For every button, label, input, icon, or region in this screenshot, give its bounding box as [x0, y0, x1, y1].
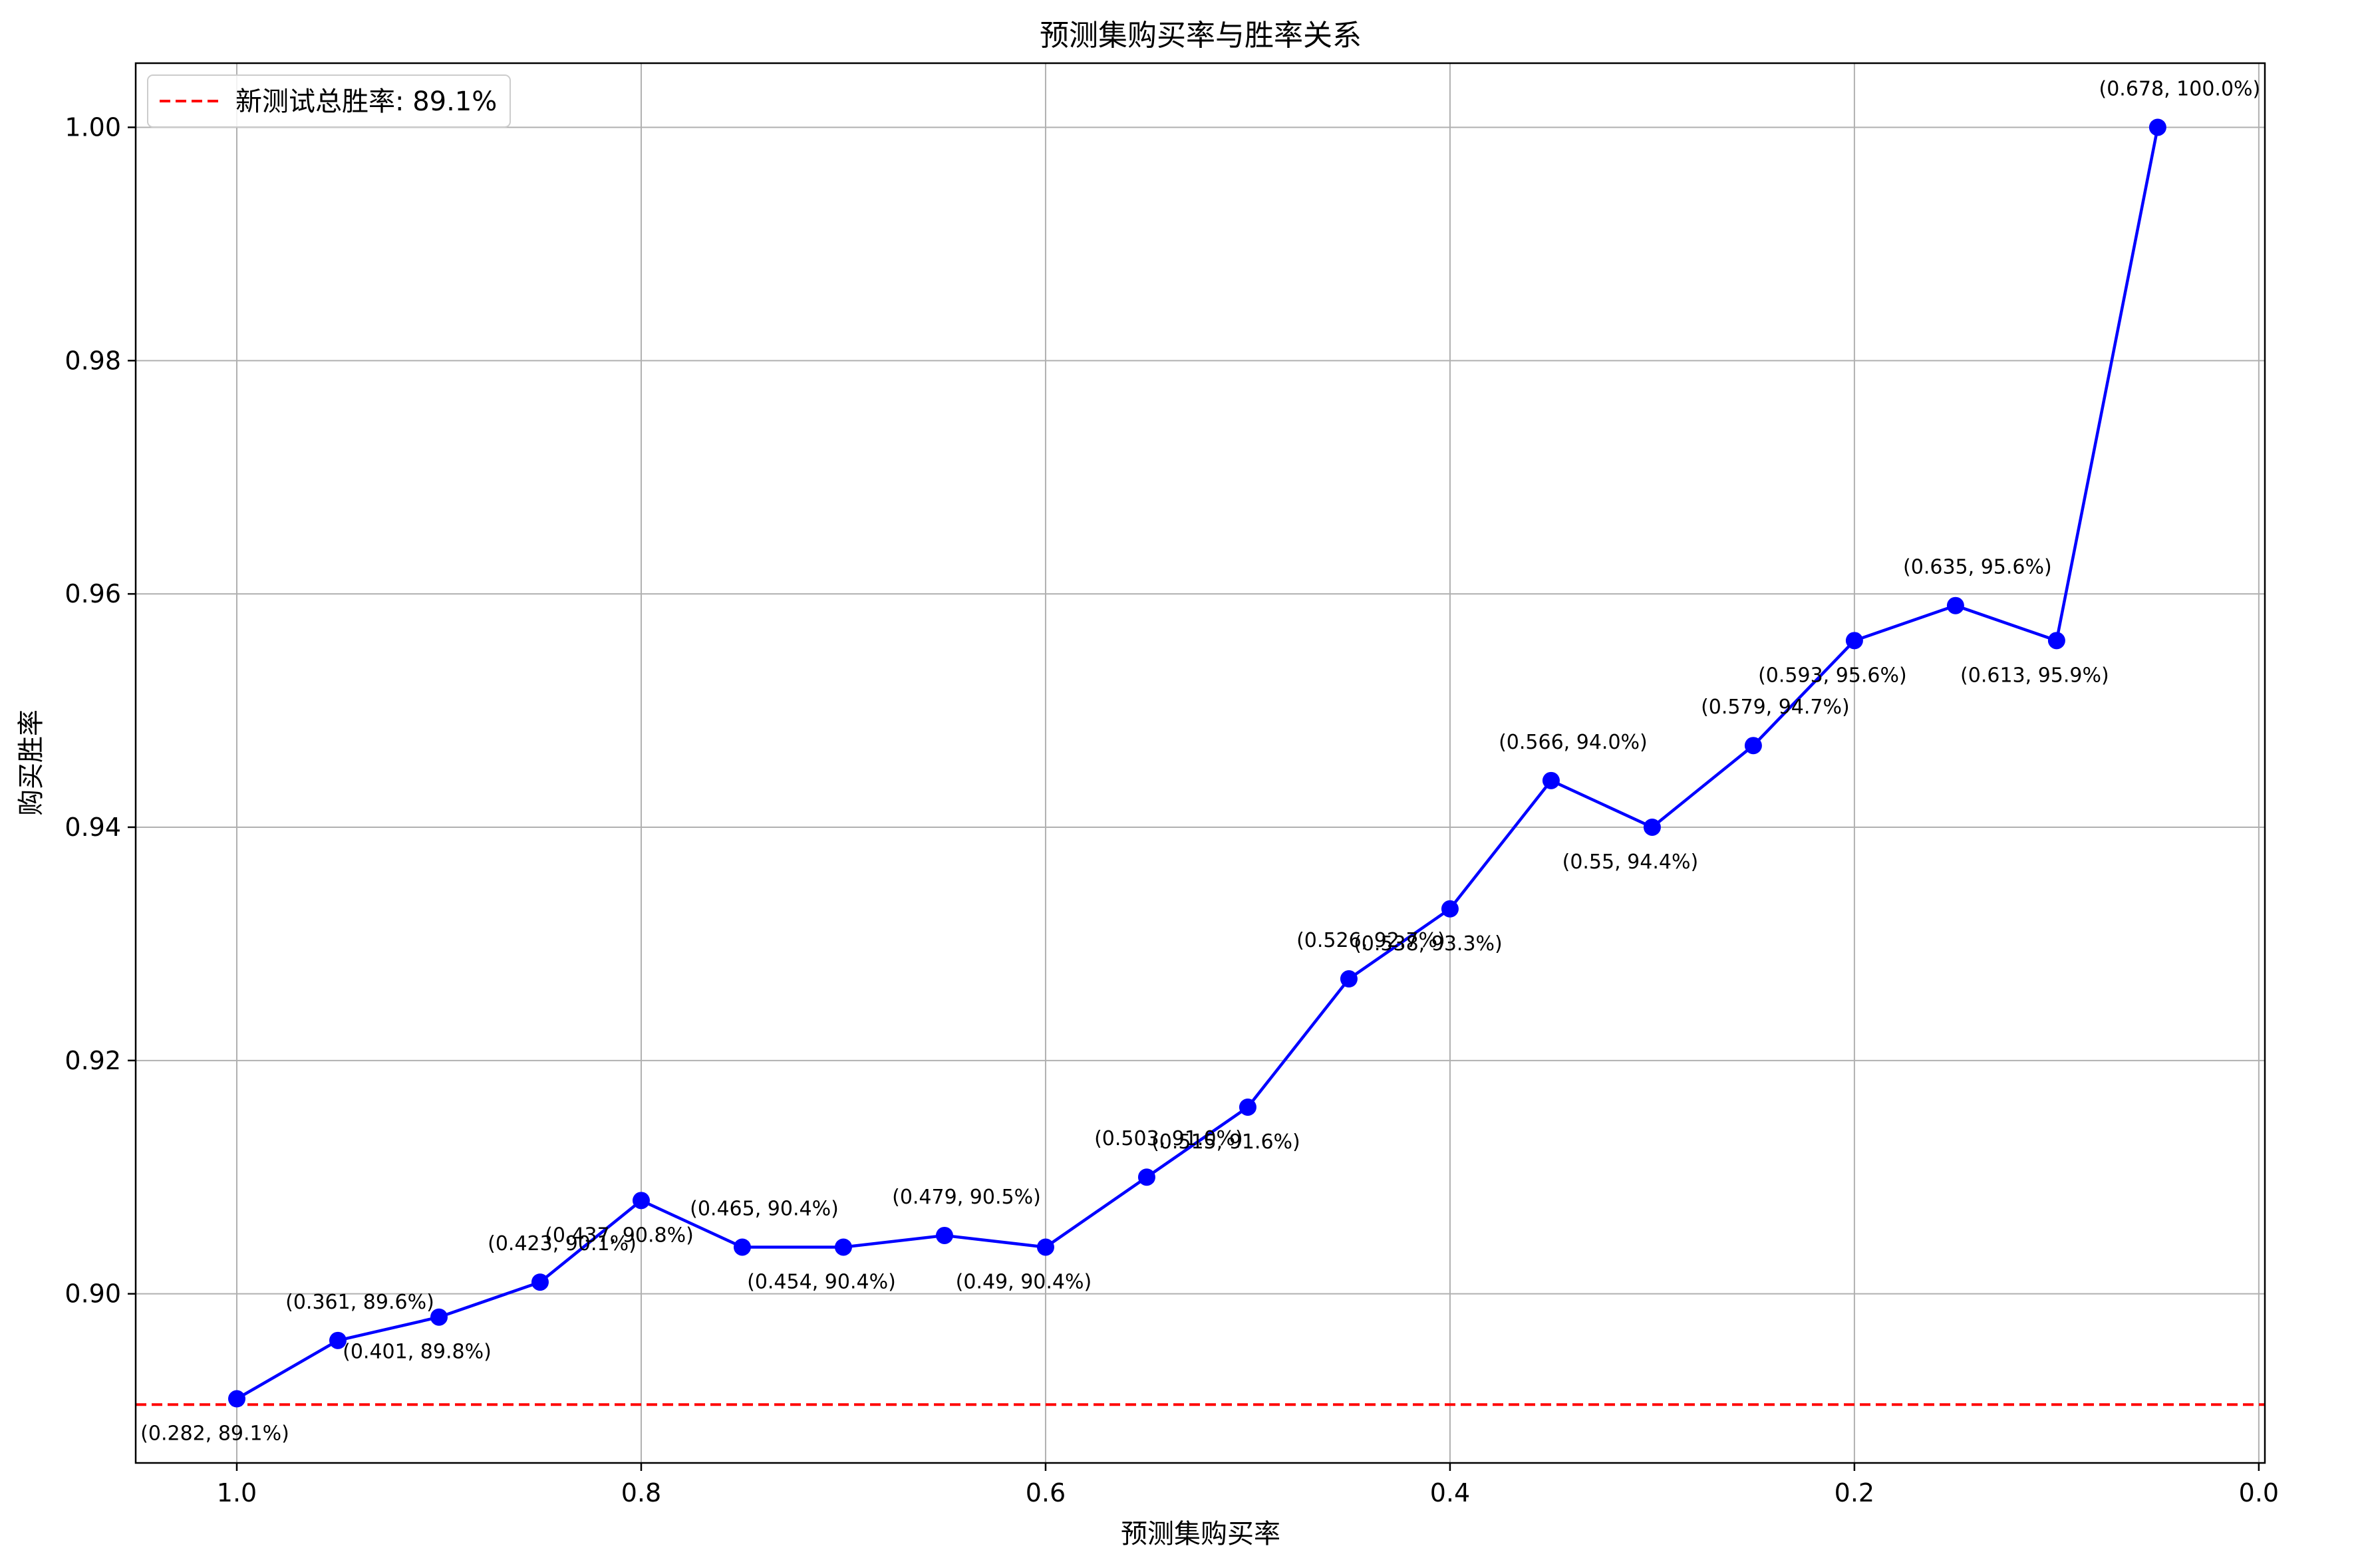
- x-tick-label: 0.4: [1430, 1478, 1470, 1507]
- x-axis-label: 预测集购买率: [1121, 1519, 1280, 1549]
- data-point: [1542, 771, 1560, 789]
- series-line: [235, 127, 2160, 1400]
- y-axis-ticks: 0.90 0.92 0.94 0.96 0.98 1.00: [65, 112, 136, 1309]
- x-tick-label: 0.6: [1026, 1478, 1066, 1507]
- plot-area-frame: [134, 62, 2266, 1464]
- grid-layer: [136, 63, 2265, 1463]
- data-point: [2047, 632, 2065, 650]
- data-point: [2148, 118, 2166, 136]
- data-label: (0.401, 89.8%): [343, 1341, 492, 1364]
- data-point: [430, 1308, 448, 1326]
- data-point: [531, 1273, 549, 1291]
- data-point: [834, 1238, 852, 1256]
- legend: 新测试总胜率: 89.1%: [147, 74, 511, 128]
- data-point: [1643, 818, 1661, 836]
- data-point: [1036, 1238, 1054, 1256]
- data-label: (0.437, 90.8%): [545, 1224, 694, 1247]
- data-point: [227, 1390, 245, 1408]
- data-point: [329, 1331, 347, 1349]
- data-label: (0.613, 95.9%): [1960, 664, 2109, 687]
- x-tick-label: 0.8: [621, 1478, 661, 1507]
- data-point: [632, 1192, 650, 1210]
- data-label: (0.49, 90.4%): [956, 1270, 1092, 1293]
- y-tick-label: 0.92: [65, 1046, 121, 1075]
- data-label: (0.465, 90.4%): [690, 1197, 839, 1220]
- y-tick-label: 0.90: [65, 1279, 121, 1309]
- data-label: (0.282, 89.1%): [140, 1422, 289, 1446]
- data-label: (0.479, 90.5%): [892, 1186, 1041, 1209]
- data-label: (0.538, 93.3%): [1354, 932, 1503, 956]
- legend-box: [147, 74, 511, 128]
- data-label: (0.678, 100.0%): [2099, 77, 2261, 100]
- data-point: [733, 1238, 751, 1256]
- annotation-layer: (0.282, 89.1%) (0.361, 89.6%) (0.401, 89.8…: [140, 77, 2260, 1445]
- data-point: [1340, 970, 1358, 988]
- y-tick-label: 0.94: [65, 813, 121, 842]
- data-label: (0.593, 95.6%): [1758, 664, 1907, 687]
- data-point: [1845, 632, 1863, 650]
- x-tick-label: 0.2: [1835, 1478, 1874, 1507]
- y-axis-label: 购买胜率: [16, 710, 47, 816]
- data-point: [1946, 596, 1964, 614]
- data-label: (0.361, 89.6%): [285, 1291, 434, 1314]
- y-tick-label: 0.96: [65, 579, 121, 608]
- x-tick-label: 1.0: [217, 1478, 257, 1507]
- chart-title: 预测集购买率与胜率关系: [1040, 19, 1362, 53]
- series-layer: [227, 118, 2166, 1408]
- data-label: (0.503, 91.0%): [1094, 1127, 1243, 1150]
- data-label: (0.579, 94.7%): [1701, 696, 1850, 719]
- data-point: [1441, 900, 1459, 918]
- data-label: (0.566, 94.0%): [1499, 731, 1648, 754]
- y-tick-label: 0.98: [65, 346, 121, 375]
- data-label: (0.454, 90.4%): [747, 1270, 896, 1293]
- data-point: [935, 1226, 953, 1244]
- data-label: (0.635, 95.6%): [1903, 556, 2052, 579]
- y-tick-label: 1.00: [65, 112, 121, 142]
- x-axis-ticks: 1.0 0.8 0.6 0.4 0.2 0.0: [217, 1463, 2279, 1507]
- data-point: [1137, 1168, 1155, 1186]
- data-point: [1239, 1098, 1256, 1116]
- data-label: (0.55, 94.4%): [1562, 850, 1699, 874]
- data-point: [1744, 737, 1762, 755]
- data-label: (0.423, 90.1%): [488, 1232, 637, 1255]
- data-label: (0.526, 92.7%): [1296, 929, 1445, 952]
- data-label: (0.515, 91.6%): [1151, 1130, 1300, 1154]
- legend-reference-line-label: 新测试总胜率: 89.1%: [235, 86, 497, 117]
- x-tick-label: 0.0: [2239, 1478, 2279, 1507]
